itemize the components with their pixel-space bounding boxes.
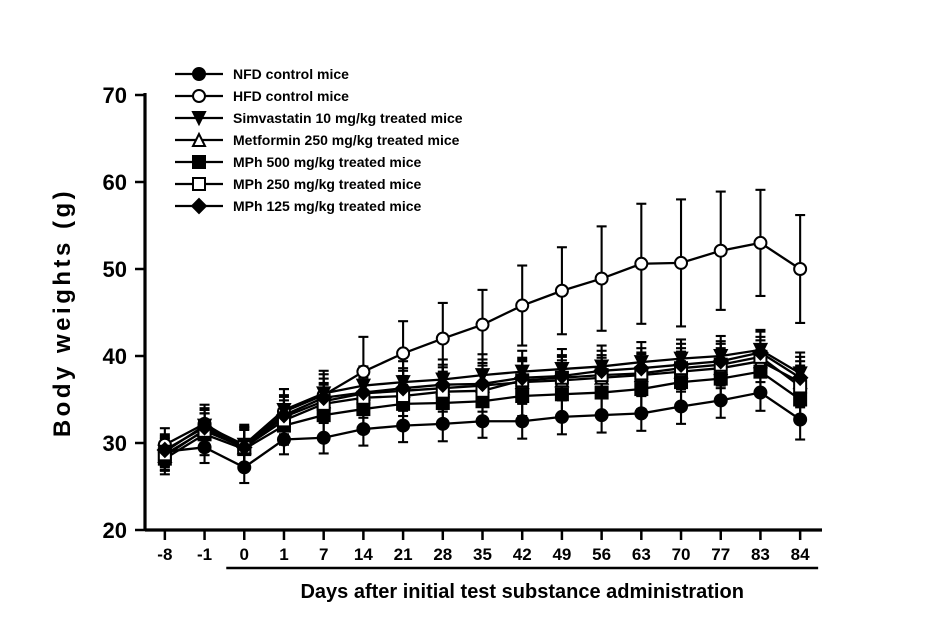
series-marker: [794, 263, 806, 275]
x-tick-label: -1: [197, 545, 212, 564]
x-tick-label: 35: [473, 545, 492, 564]
y-tick-label: 50: [103, 257, 127, 282]
series-marker: [754, 366, 766, 378]
x-tick-label: 49: [552, 545, 571, 564]
y-tick-label: 20: [103, 518, 127, 543]
y-tick-label: 30: [103, 431, 127, 456]
series-marker: [635, 383, 647, 395]
series-marker: [193, 68, 205, 80]
series-marker: [199, 441, 211, 453]
x-tick-label: 77: [711, 545, 730, 564]
x-tick-label: 1: [279, 545, 288, 564]
series-marker: [556, 388, 568, 400]
series-marker: [397, 347, 409, 359]
series-marker: [437, 333, 449, 345]
series-marker: [193, 90, 205, 102]
series-marker: [754, 387, 766, 399]
x-tick-label: 42: [513, 545, 532, 564]
series-marker: [675, 257, 687, 269]
series-marker: [516, 390, 528, 402]
series-marker: [516, 415, 528, 427]
series-marker: [715, 373, 727, 385]
series-marker: [477, 319, 489, 331]
legend-label-mph500: MPh 500 mg/kg treated mice: [233, 154, 422, 170]
series-marker: [715, 245, 727, 257]
series-marker: [794, 394, 806, 406]
series-marker: [675, 376, 687, 388]
series-marker: [357, 366, 369, 378]
series-marker: [715, 394, 727, 406]
y-tick-label: 60: [103, 170, 127, 195]
series-marker: [556, 411, 568, 423]
series-marker: [635, 407, 647, 419]
series-marker: [556, 285, 568, 297]
legend-label-mph125: MPh 125 mg/kg treated mice: [233, 198, 422, 214]
x-tick-label: 28: [433, 545, 452, 564]
x-tick-label: 14: [354, 545, 373, 564]
x-tick-label: 83: [751, 545, 770, 564]
series-marker: [516, 300, 528, 312]
series-marker: [357, 423, 369, 435]
legend-label-metf: Metformin 250 mg/kg treated mice: [233, 132, 460, 148]
series-marker: [437, 397, 449, 409]
series-marker: [794, 414, 806, 426]
x-tick-label: 0: [240, 545, 249, 564]
series-marker: [318, 432, 330, 444]
x-axis-label: Days after initial test substance admini…: [300, 581, 743, 603]
y-axis-label: Body weights (g): [49, 188, 76, 437]
series-marker: [635, 258, 647, 270]
series-marker: [675, 400, 687, 412]
y-tick-label: 40: [103, 344, 127, 369]
y-tick-label: 70: [103, 83, 127, 108]
legend-label-nfd: NFD control mice: [233, 66, 349, 82]
series-marker: [596, 409, 608, 421]
legend-label-hfd: HFD control mice: [233, 88, 349, 104]
x-tick-label: -8: [157, 545, 172, 564]
series-marker: [596, 387, 608, 399]
series-marker: [193, 178, 205, 190]
x-tick-label: 56: [592, 545, 611, 564]
series-marker: [238, 461, 250, 473]
series-marker: [192, 199, 206, 213]
x-tick-label: 7: [319, 545, 328, 564]
x-tick-label: 21: [394, 545, 413, 564]
series-marker: [754, 237, 766, 249]
legend-label-mph250: MPh 250 mg/kg treated mice: [233, 176, 422, 192]
series-marker: [477, 415, 489, 427]
series-marker: [278, 434, 290, 446]
chart-svg: 20 30 40 50 60 70 -8 -1 0 1 7 14 21 28 35 42 49 56 63 70 77 8…: [0, 0, 950, 638]
series-marker: [357, 403, 369, 415]
legend: NFD control mice HFD control mice Simvasta…: [175, 66, 463, 214]
body-weights-chart: 20 30 40 50 60 70 -8 -1 0 1 7 14 21 28 35 42 49 56 63 70 77 8…: [0, 0, 950, 638]
series-marker: [397, 420, 409, 432]
x-tick-label: 63: [632, 545, 651, 564]
series-marker: [318, 409, 330, 421]
series-marker: [596, 273, 608, 285]
legend-label-simva: Simvastatin 10 mg/kg treated mice: [233, 110, 463, 126]
series-marker: [437, 418, 449, 430]
x-tick-label: 70: [672, 545, 691, 564]
x-tick-label: 84: [791, 545, 810, 564]
series-marker: [193, 156, 205, 168]
